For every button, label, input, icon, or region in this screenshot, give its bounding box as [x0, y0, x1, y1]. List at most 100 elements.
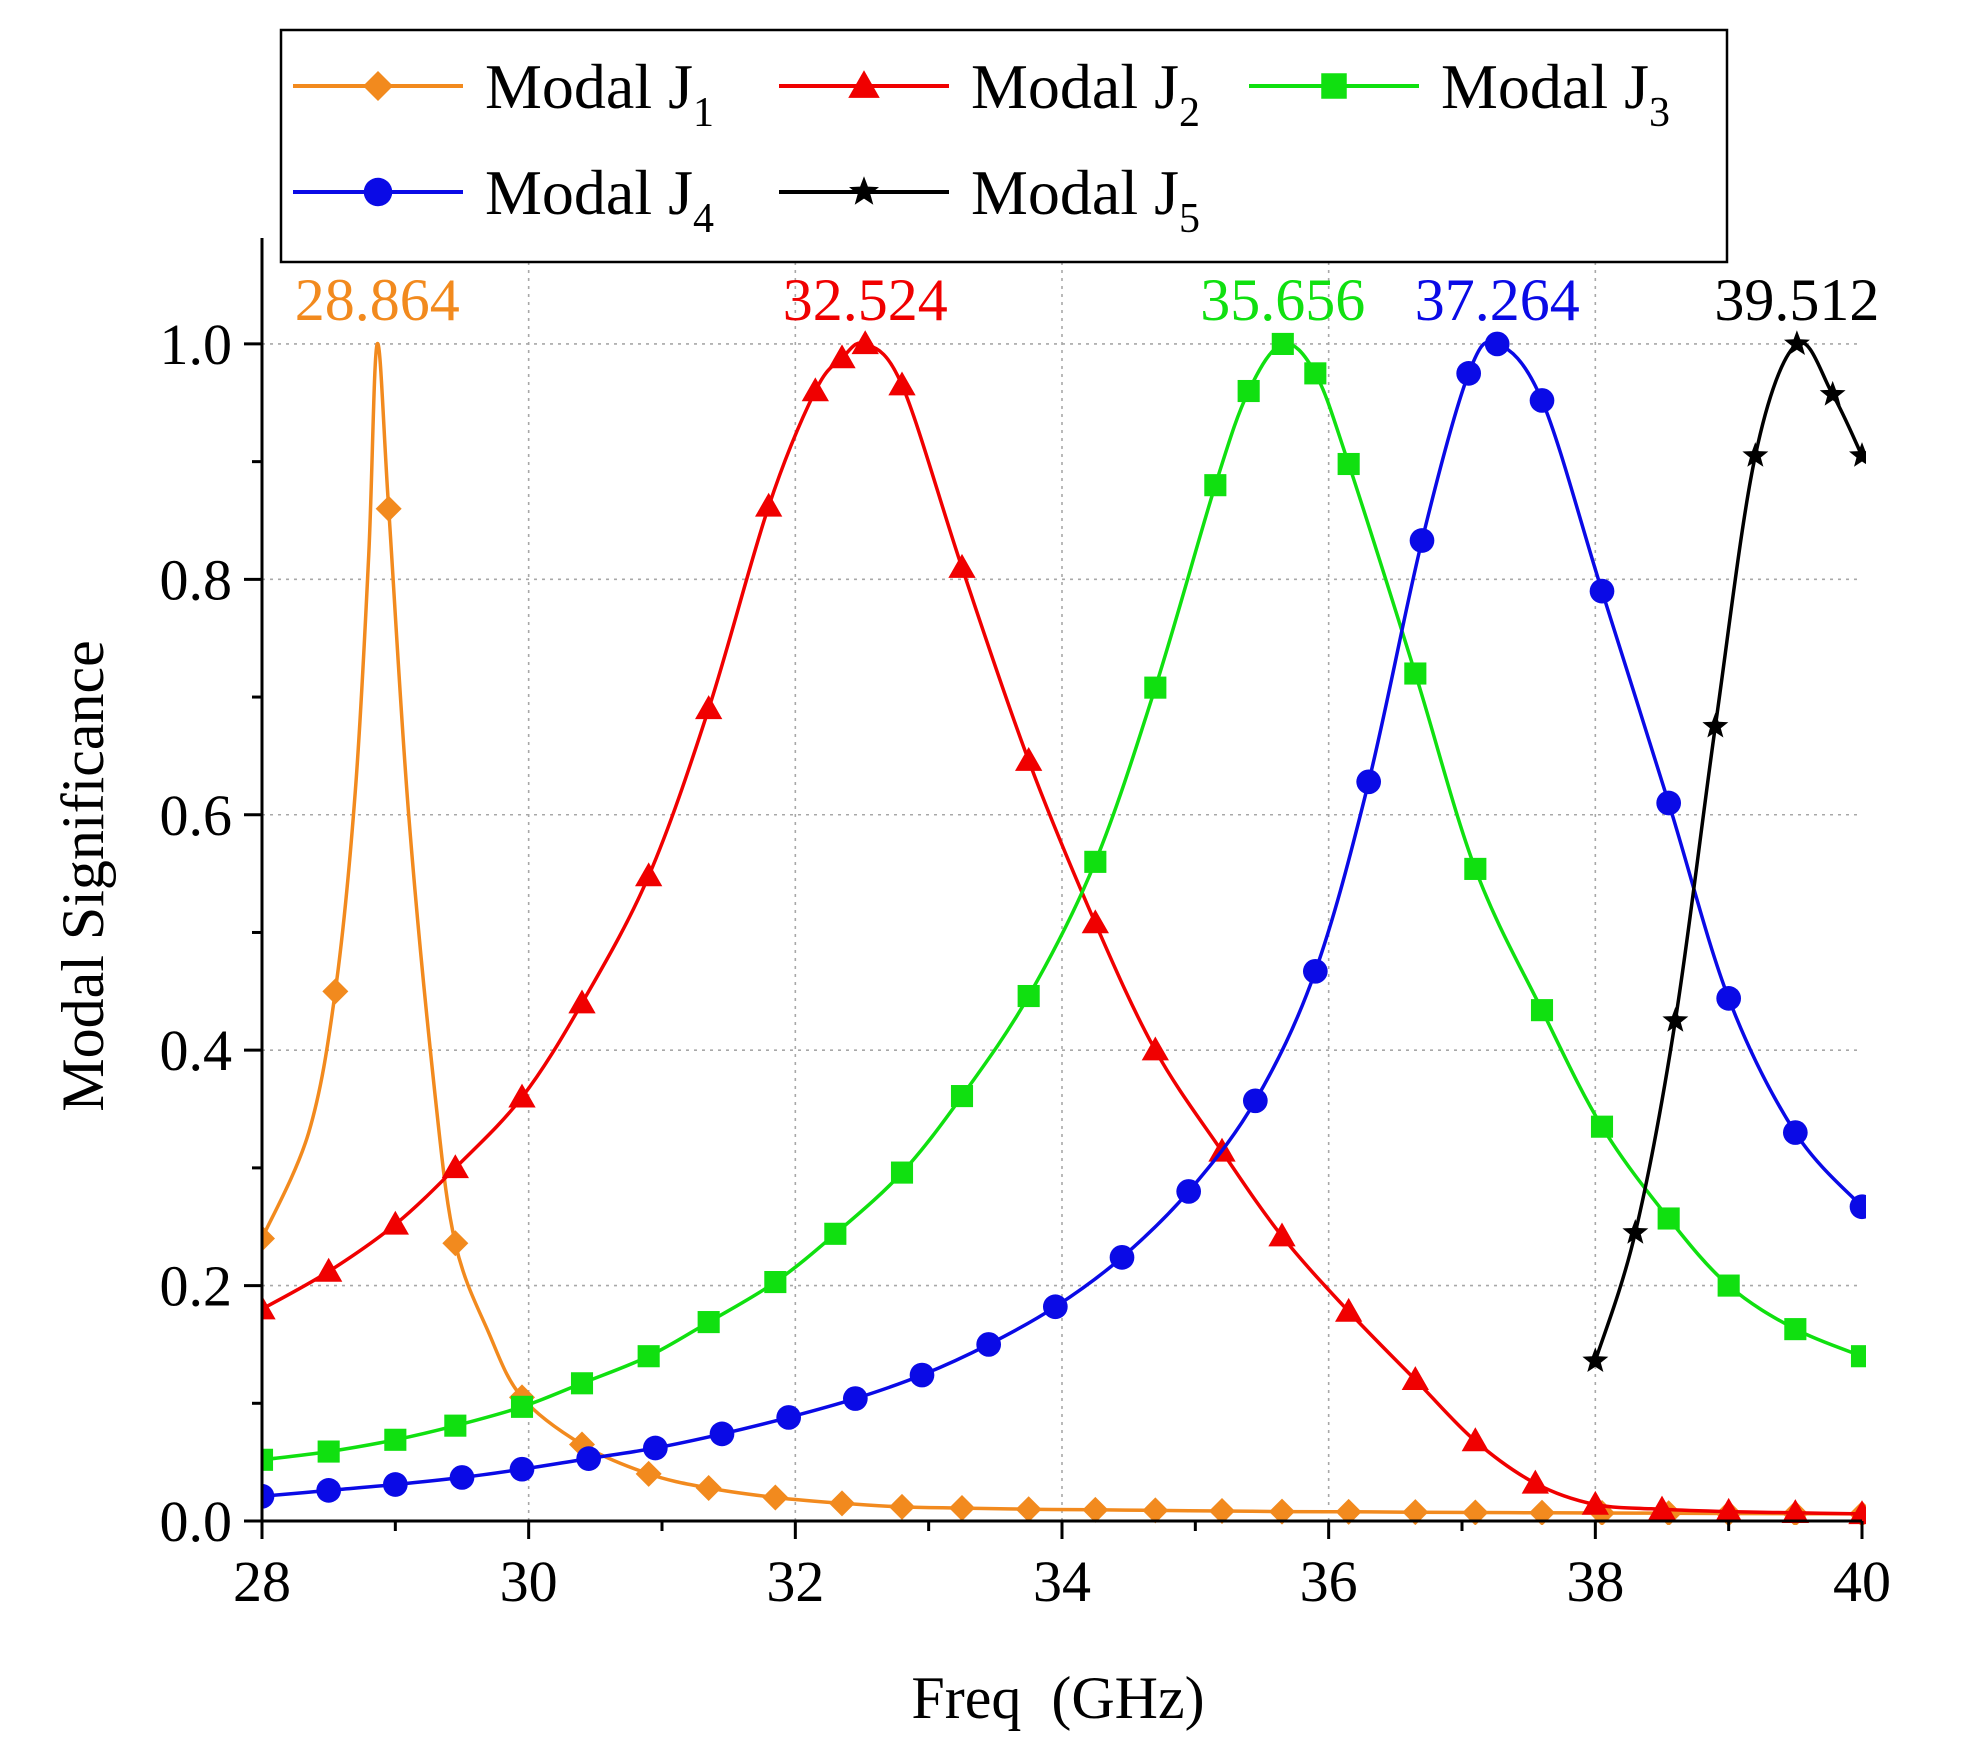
data-point — [1782, 1120, 1808, 1145]
data-point — [1337, 452, 1360, 476]
data-point — [1717, 1274, 1740, 1297]
data-point — [1461, 1427, 1489, 1452]
tick-labels: 28 30 32 34 36 38 40 0.0 0.2 0.4 0.6 0.8 1.0 — [160, 312, 1892, 1614]
data-point — [508, 1083, 536, 1108]
data-point — [842, 1386, 868, 1411]
legend-box — [279, 28, 1729, 264]
data-point — [1269, 1498, 1295, 1525]
series-line — [1593, 340, 1864, 1362]
data-point — [828, 344, 856, 369]
data-point — [1819, 380, 1846, 406]
data-point — [441, 1154, 469, 1179]
data-point — [1141, 1036, 1169, 1061]
data-point — [262, 1483, 275, 1509]
data-point — [1462, 1499, 1489, 1525]
data-point — [1304, 362, 1327, 385]
data-point — [888, 371, 916, 396]
data-point — [1176, 1179, 1202, 1204]
peak-label-modal-j3: 35.656 — [1200, 267, 1365, 333]
data-point — [1850, 1345, 1866, 1368]
data-point — [1848, 1500, 1866, 1525]
data-point — [755, 492, 783, 517]
x-tick-label: 28 — [233, 1549, 291, 1614]
y-tick-label: 0.8 — [160, 547, 233, 612]
x-tick-label: 30 — [500, 1549, 558, 1614]
data-point — [1656, 790, 1682, 816]
series-layer — [262, 330, 1866, 1525]
data-point — [1237, 379, 1260, 403]
data-point — [576, 1446, 602, 1471]
data-point — [1484, 331, 1510, 357]
data-point — [568, 989, 596, 1014]
data-point — [1849, 442, 1866, 467]
data-point — [697, 1311, 720, 1334]
data-point — [1784, 1318, 1807, 1341]
data-point — [1662, 1007, 1689, 1032]
legend-marker — [1321, 73, 1347, 99]
y-tick-label: 0.4 — [160, 1018, 233, 1083]
series-modal-j4 — [262, 331, 1866, 1509]
data-point — [1335, 1297, 1363, 1322]
data-point — [695, 695, 723, 720]
data-point — [1648, 1495, 1676, 1520]
data-point — [375, 495, 402, 522]
data-point — [316, 1478, 342, 1503]
data-point — [889, 1493, 915, 1520]
legend-marker — [849, 176, 879, 205]
data-point — [1082, 1496, 1109, 1523]
legend-item-modal-j5: Modal J5 — [779, 157, 1200, 242]
data-point — [1084, 850, 1107, 873]
data-point — [1784, 330, 1810, 355]
data-point — [570, 1372, 594, 1395]
data-point — [1581, 1490, 1609, 1515]
data-point — [1404, 662, 1427, 685]
data-point — [1716, 986, 1742, 1011]
legend-marker — [363, 177, 393, 207]
x-tick-label: 34 — [1033, 1549, 1091, 1614]
data-point — [635, 1460, 662, 1487]
data-point — [384, 1428, 407, 1451]
data-point — [1268, 1222, 1296, 1247]
series-modal-j5 — [1582, 330, 1866, 1372]
data-point — [317, 1440, 340, 1463]
data-point — [1242, 1088, 1268, 1114]
data-point — [1209, 1497, 1235, 1524]
data-point — [1456, 361, 1482, 386]
series-modal-j2 — [262, 330, 1866, 1525]
legend-item-modal-j2: Modal J2 — [779, 51, 1200, 136]
legend: Modal J1 Modal J2 Modal J3 Modal J4 Modal J5 — [279, 28, 1729, 264]
data-point — [1622, 1219, 1649, 1244]
data-point — [890, 1161, 914, 1184]
y-tick-label: 1.0 — [160, 312, 233, 377]
data-point — [1781, 1499, 1809, 1523]
data-point — [262, 1448, 274, 1471]
data-point — [1081, 909, 1109, 934]
data-point — [824, 1222, 847, 1245]
series-modal-j1 — [262, 341, 1866, 1525]
data-point — [949, 1495, 975, 1522]
data-point — [1142, 1497, 1169, 1524]
data-point — [776, 1405, 802, 1430]
data-point — [801, 377, 829, 402]
data-point — [1409, 528, 1435, 553]
data-point — [1849, 1194, 1866, 1220]
data-point — [829, 1490, 855, 1517]
data-point — [950, 1085, 974, 1108]
data-point — [509, 1456, 535, 1482]
legend-item-modal-j3: Modal J3 — [1249, 51, 1670, 136]
data-point — [909, 1362, 935, 1388]
data-point — [1271, 332, 1294, 355]
data-point — [1582, 1347, 1609, 1372]
data-point — [315, 1257, 343, 1282]
data-point — [1529, 1499, 1555, 1525]
x-axis-title: Freq (GHz) — [911, 1665, 1204, 1731]
data-point — [262, 1295, 276, 1320]
data-point — [1017, 984, 1040, 1008]
peak-label-modal-j5: 39.512 — [1714, 267, 1879, 333]
data-point — [1530, 999, 1554, 1022]
data-point — [851, 330, 879, 355]
data-point — [1464, 857, 1487, 880]
grid-lines — [262, 238, 1862, 1521]
data-point — [442, 1230, 469, 1257]
data-point — [764, 1271, 787, 1294]
